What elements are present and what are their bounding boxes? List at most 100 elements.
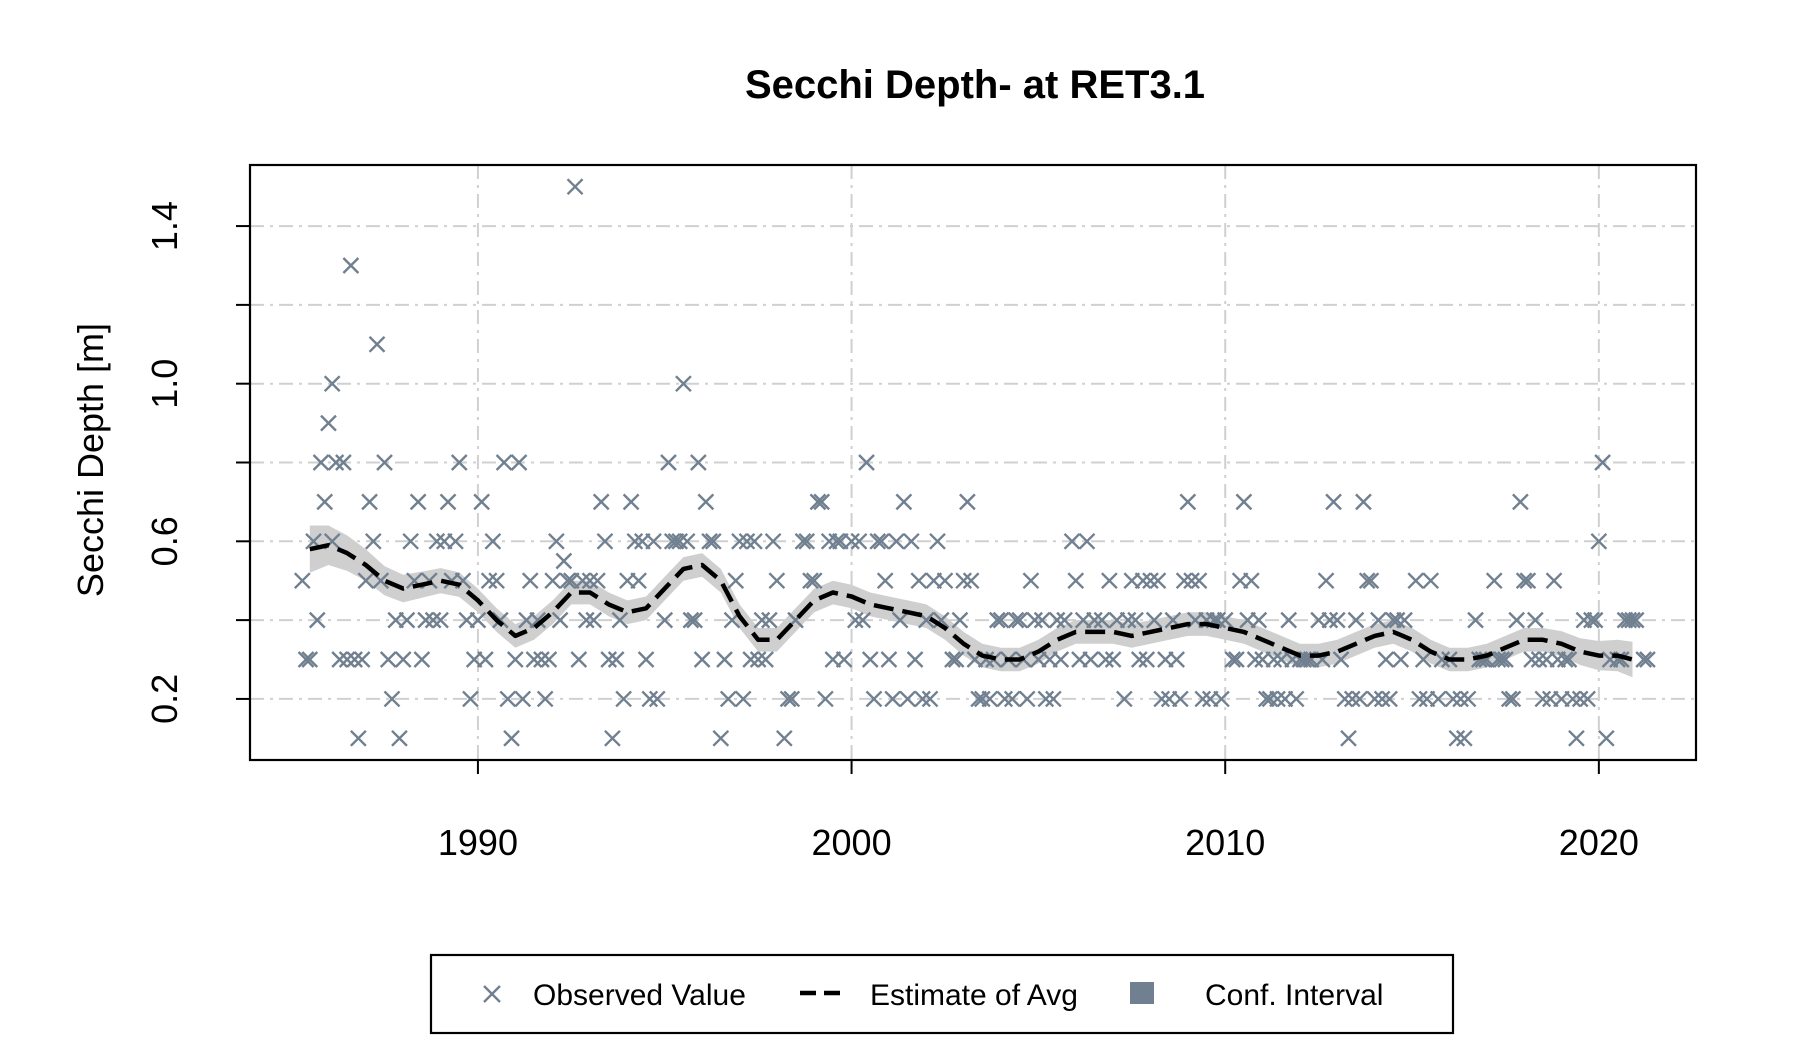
observed-point: [914, 690, 931, 708]
observed-point: [350, 729, 367, 747]
observed-point: [1627, 611, 1645, 629]
observed-point: [312, 454, 330, 471]
observed-point: [327, 454, 345, 471]
observed-point: [951, 611, 969, 629]
observed-point: [1078, 532, 1096, 550]
observed-point: [988, 611, 1006, 629]
observed-point: [813, 493, 831, 511]
observed-point: [794, 532, 812, 550]
observed-point: [869, 532, 887, 550]
observed-point: [768, 572, 786, 590]
observed-point: [1504, 690, 1522, 708]
observed-point: [1500, 690, 1518, 708]
observed-point: [921, 690, 939, 708]
chart-title: Secchi Depth- at RET3.1: [745, 63, 1205, 107]
observed-point: [1175, 572, 1193, 590]
observed-point: [495, 454, 513, 471]
observed-point: [1082, 651, 1100, 668]
observed-point: [1459, 690, 1477, 708]
observed-point: [738, 532, 756, 550]
observed-point: [1179, 493, 1197, 511]
observed-point: [1512, 493, 1529, 511]
observed-point: [1362, 572, 1380, 590]
confidence-band: [309, 525, 1633, 678]
observed-point: [660, 454, 677, 471]
observed-point: [1388, 611, 1406, 629]
observed-point: [308, 611, 326, 629]
observed-point: [398, 611, 416, 629]
observed-point: [1067, 572, 1085, 590]
y-tick-label: 1.4: [144, 201, 185, 251]
observed-point: [1033, 611, 1051, 629]
observed-point: [746, 532, 763, 550]
observed-point: [1063, 532, 1081, 550]
observed-point: [1340, 729, 1357, 747]
observed-point: [353, 651, 371, 668]
legend-label-conf-interval: Conf. Interval: [1205, 979, 1383, 1012]
observed-point: [402, 532, 420, 550]
observed-point: [734, 690, 752, 708]
observed-point: [540, 651, 558, 668]
observed-point: [686, 611, 703, 629]
observed-point: [637, 651, 655, 668]
observed-point: [1508, 611, 1525, 629]
observed-point: [521, 572, 539, 590]
observed-point: [996, 690, 1014, 708]
observed-point: [843, 532, 860, 550]
observed-point: [536, 690, 554, 708]
observed-point: [858, 454, 875, 471]
observed-point: [607, 651, 625, 668]
observed-point: [701, 532, 718, 550]
observed-point: [1145, 611, 1163, 629]
observed-point: [480, 572, 498, 590]
observed-point: [331, 651, 349, 668]
y-axis-label: Secchi Depth [m]: [70, 323, 111, 597]
observed-point: [1269, 690, 1286, 708]
observed-point: [929, 532, 946, 550]
observed-point: [1037, 690, 1055, 708]
observed-point: [424, 611, 442, 629]
observed-point: [1007, 611, 1025, 629]
observed-point: [1583, 611, 1600, 629]
observed-point: [884, 690, 902, 708]
observed-point: [1018, 690, 1036, 708]
observed-point: [1519, 572, 1537, 590]
observed-point: [1044, 690, 1062, 708]
observed-point: [809, 493, 827, 511]
observed-point: [1250, 611, 1268, 629]
observed-point: [1407, 572, 1425, 590]
observed-point: [663, 532, 681, 550]
observed-point: [1467, 611, 1484, 629]
observed-point: [895, 493, 913, 511]
observed-point: [585, 611, 603, 629]
observed-point: [850, 532, 868, 550]
observed-point: [959, 493, 976, 511]
observed-point: [817, 690, 834, 708]
observed-point: [357, 572, 375, 590]
observed-point: [630, 572, 647, 590]
observed-point: [488, 572, 505, 590]
observed-point: [1149, 572, 1167, 590]
observed-point: [947, 651, 965, 668]
observed-point: [491, 611, 509, 629]
observed-point: [469, 611, 487, 629]
observed-point: [835, 651, 853, 668]
observed-point: [899, 690, 916, 708]
observed-point: [391, 729, 408, 747]
observed-point: [364, 532, 382, 550]
observed-point: [533, 651, 550, 668]
observed-point: [323, 375, 341, 393]
observed-point: [525, 651, 543, 668]
observed-point: [394, 651, 412, 668]
observed-point: [1246, 651, 1264, 668]
observed-point: [499, 690, 517, 708]
observed-point: [678, 532, 696, 550]
observed-point: [1332, 651, 1350, 668]
observed-point: [1243, 572, 1260, 590]
x-tick-label: 2000: [812, 822, 892, 863]
observed-point: [1026, 611, 1043, 629]
observed-point: [555, 552, 573, 570]
observed-point: [1280, 611, 1298, 629]
observed-point: [574, 572, 591, 590]
